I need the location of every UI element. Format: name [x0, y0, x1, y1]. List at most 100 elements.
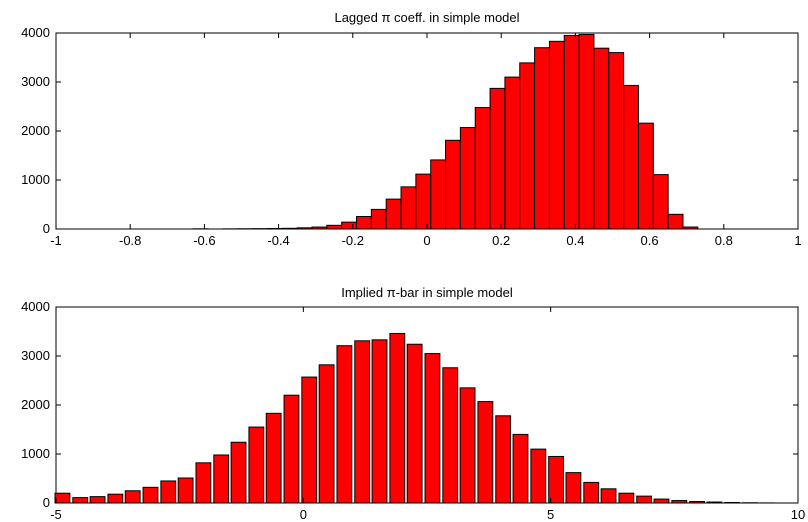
x-tick-label: 0: [423, 233, 430, 248]
chart-title: Implied π-bar in simple model: [341, 285, 513, 300]
y-tick-label: 1000: [21, 172, 50, 187]
bar: [706, 501, 723, 504]
bar: [354, 340, 371, 504]
bar: [519, 62, 536, 230]
bar: [583, 481, 600, 504]
x-tick-label: -0.6: [193, 233, 215, 248]
x-tick-label: -0.4: [267, 233, 289, 248]
bar: [608, 52, 625, 230]
x-tick-label: 1: [794, 233, 801, 248]
bar: [356, 216, 372, 230]
bar: [477, 401, 494, 504]
x-tick-label: 0: [300, 507, 307, 522]
bar: [504, 76, 521, 230]
bar-series: [192, 33, 699, 230]
bar: [177, 477, 194, 504]
x-tick-label: -1: [50, 233, 62, 248]
y-tick-label: 1000: [21, 446, 50, 461]
bar: [326, 224, 343, 230]
bar: [565, 472, 582, 504]
bar: [593, 47, 610, 230]
bar: [301, 376, 318, 504]
bar: [667, 213, 684, 230]
bar: [489, 87, 506, 230]
y-axis: 0 1000 2000 3000 4000: [21, 299, 50, 510]
bar: [213, 454, 230, 504]
y-tick-label: 3000: [21, 74, 50, 89]
bar: [459, 387, 476, 504]
bar: [72, 497, 89, 504]
bar: [283, 394, 300, 504]
bar: [445, 139, 461, 230]
bar: [107, 493, 124, 504]
bar: [459, 127, 476, 230]
bar: [636, 495, 653, 504]
bar: [534, 47, 550, 230]
bar: [248, 426, 265, 504]
bar: [296, 227, 313, 230]
bar: [406, 343, 423, 504]
bar: [474, 106, 491, 230]
x-tick-label: 10: [791, 507, 805, 522]
bar: [548, 40, 565, 230]
bar: [495, 415, 512, 504]
bar: [689, 501, 706, 504]
chart-implied-pi-bar: Implied π-bar in simple model -5 0 5 10 010…: [21, 285, 805, 522]
bar: [54, 492, 71, 504]
bar-series: [54, 332, 776, 504]
y-tick-label: 2000: [21, 397, 50, 412]
bar: [142, 486, 159, 504]
bar: [389, 332, 406, 504]
x-tick-label: 0.4: [566, 233, 584, 248]
bar: [370, 208, 387, 230]
bar: [371, 339, 388, 504]
bar: [682, 226, 699, 230]
y-tick-label: 2000: [21, 123, 50, 138]
bar: [415, 173, 432, 230]
bar: [318, 364, 335, 504]
chart-lagged-pi-coeff: Lagged π coeff. in simple model -1 -0.8 -0…: [21, 10, 802, 248]
bar: [637, 122, 654, 230]
bar: [385, 198, 402, 230]
y-tick-label: 0: [43, 495, 50, 510]
bar: [563, 34, 580, 230]
bar: [578, 33, 595, 230]
bar: [442, 367, 459, 504]
bar: [281, 227, 298, 230]
bar: [341, 221, 358, 230]
x-tick-label: -5: [50, 507, 62, 522]
bar: [89, 496, 106, 504]
bar: [265, 412, 282, 504]
bar: [430, 159, 447, 230]
bar: [652, 174, 669, 230]
bar: [600, 488, 617, 504]
x-tick-label: 0.8: [715, 233, 733, 248]
x-axis: -1 -0.8 -0.6 -0.4 -0.2 0 0.2 0.4 0.6 0.8 1: [50, 233, 801, 248]
bar: [548, 455, 565, 504]
y-tick-label: 0: [43, 221, 50, 236]
bar: [336, 345, 353, 504]
bar: [530, 448, 547, 504]
bar: [623, 84, 639, 230]
x-tick-label: 5: [547, 507, 554, 522]
bar: [230, 441, 247, 504]
axis-ticks: [55, 32, 799, 230]
bar: [124, 490, 141, 504]
bar: [311, 226, 328, 230]
y-axis: 0 1000 2000 3000 4000: [21, 25, 50, 236]
x-tick-label: 0.6: [641, 233, 659, 248]
bar: [512, 433, 529, 504]
bar: [195, 462, 212, 504]
bar: [618, 492, 635, 504]
bar: [424, 353, 441, 504]
bar: [671, 500, 688, 504]
x-tick-label: -0.2: [342, 233, 364, 248]
x-axis: -5 0 5 10: [50, 507, 805, 522]
y-tick-label: 4000: [21, 299, 50, 314]
bar: [653, 498, 670, 504]
x-tick-label: 0.2: [492, 233, 510, 248]
x-tick-label: -0.8: [119, 233, 141, 248]
y-tick-label: 3000: [21, 348, 50, 363]
chart-title: Lagged π coeff. in simple model: [334, 10, 519, 25]
